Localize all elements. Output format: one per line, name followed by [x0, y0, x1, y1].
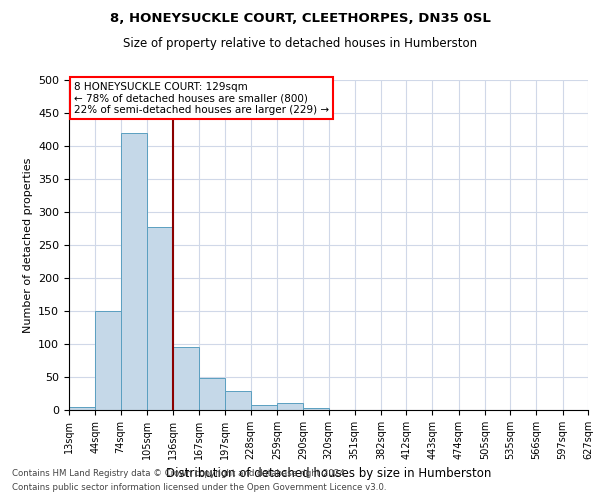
- Bar: [303, 408, 329, 410]
- Bar: [173, 348, 199, 410]
- Text: 8, HONEYSUCKLE COURT, CLEETHORPES, DN35 0SL: 8, HONEYSUCKLE COURT, CLEETHORPES, DN35 …: [110, 12, 490, 26]
- Bar: [224, 391, 251, 410]
- Bar: [277, 404, 303, 410]
- Y-axis label: Number of detached properties: Number of detached properties: [23, 158, 32, 332]
- Bar: [69, 406, 95, 410]
- Bar: [121, 133, 147, 410]
- Text: Size of property relative to detached houses in Humberston: Size of property relative to detached ho…: [123, 38, 477, 51]
- X-axis label: Distribution of detached houses by size in Humberston: Distribution of detached houses by size …: [166, 468, 491, 480]
- Bar: [95, 311, 121, 410]
- Text: Contains public sector information licensed under the Open Government Licence v3: Contains public sector information licen…: [12, 484, 386, 492]
- Bar: [147, 226, 173, 410]
- Bar: [251, 406, 277, 410]
- Text: 8 HONEYSUCKLE COURT: 129sqm
← 78% of detached houses are smaller (800)
22% of se: 8 HONEYSUCKLE COURT: 129sqm ← 78% of det…: [74, 82, 329, 115]
- Text: Contains HM Land Registry data © Crown copyright and database right 2024.: Contains HM Land Registry data © Crown c…: [12, 468, 347, 477]
- Bar: [199, 378, 224, 410]
